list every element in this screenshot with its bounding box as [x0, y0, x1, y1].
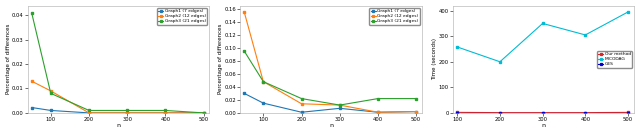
Legend: Graph1 (7 edges), Graph2 (12 edges), Graph3 (21 edges): Graph1 (7 edges), Graph2 (12 edges), Gra… [369, 8, 420, 25]
Legend: Graph1 (7 edges), Graph2 (12 edges), Graph3 (21 edges): Graph1 (7 edges), Graph2 (12 edges), Gra… [157, 8, 207, 25]
Y-axis label: Percentage of differences: Percentage of differences [6, 24, 10, 94]
Y-axis label: Percentage of differences: Percentage of differences [218, 24, 223, 94]
Legend: Our method, MICODAG, GES: Our method, MICODAG, GES [596, 51, 632, 68]
X-axis label: n: n [116, 123, 120, 129]
X-axis label: n: n [329, 123, 333, 129]
X-axis label: n: n [541, 123, 546, 129]
Y-axis label: Time (seconds): Time (seconds) [432, 38, 437, 80]
